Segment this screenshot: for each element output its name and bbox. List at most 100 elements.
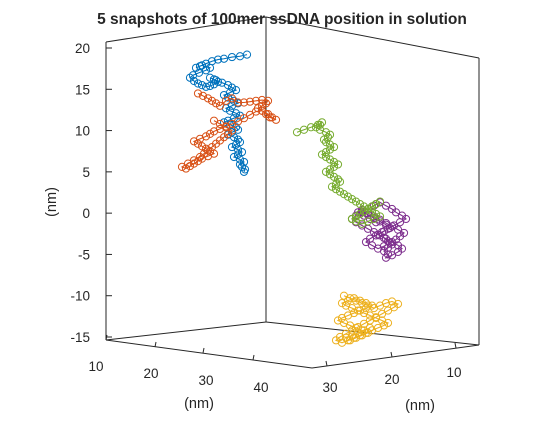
data-point (329, 162, 339, 172)
data-point (371, 199, 381, 209)
data-point (379, 321, 389, 330)
data-point (367, 207, 377, 216)
y-tick-label: 30 (322, 380, 337, 395)
data-point (371, 209, 381, 219)
data-point (209, 127, 219, 136)
axes-box (105, 16, 480, 369)
data-point (321, 167, 331, 176)
x-tick-label: 40 (253, 380, 268, 395)
y-tick-label: 20 (384, 372, 399, 387)
data-point (325, 145, 335, 154)
data-point (351, 197, 361, 206)
data-point (333, 175, 343, 184)
series-1 (177, 89, 281, 173)
z-tick-label: 10 (75, 124, 90, 139)
data-point (201, 82, 211, 91)
data-point (209, 116, 219, 125)
data-point (347, 214, 357, 224)
series-line (296, 121, 382, 225)
x-tick-label: 10 (88, 359, 103, 374)
data-point (231, 140, 241, 149)
series-3 (347, 198, 411, 262)
data-point (335, 177, 345, 186)
data-point (321, 147, 331, 157)
data-point (337, 313, 347, 323)
data-point (323, 133, 333, 142)
chart-title: 5 snapshots of 100mer ssDNA position in … (97, 11, 467, 28)
data-point (257, 106, 267, 115)
data-point (315, 120, 325, 129)
data-point (381, 299, 391, 308)
series-line (189, 54, 248, 173)
data-point (227, 94, 237, 103)
z-tick-label: 0 (82, 206, 90, 221)
data-point (193, 139, 203, 148)
data-point (351, 217, 361, 226)
data-point (351, 212, 361, 221)
data-point (329, 172, 339, 181)
data-point (321, 128, 331, 137)
data-point (325, 140, 335, 149)
data-point (292, 128, 302, 137)
data-point (325, 155, 335, 164)
data-point (233, 150, 243, 159)
data-point (325, 165, 335, 174)
x-tick-mark (105, 334, 108, 341)
data-point (203, 94, 213, 103)
data-point (193, 157, 203, 166)
box-top-left-edge (105, 16, 267, 43)
y-ticks: 30 20 10 (322, 342, 462, 395)
data-point (233, 135, 243, 144)
axis-y-front (311, 344, 480, 369)
data-point (331, 180, 341, 189)
axis-x-front (105, 339, 313, 369)
data-point (359, 207, 369, 216)
data-point (345, 336, 355, 345)
data-point (213, 55, 223, 64)
data-point (223, 81, 233, 90)
data-point (261, 99, 271, 108)
data-point (227, 83, 237, 92)
y-tick-mark (325, 360, 328, 367)
x-tick-mark (252, 354, 255, 361)
z-tick-label: 5 (82, 165, 90, 180)
data-point (363, 204, 373, 214)
data-point (209, 80, 219, 89)
data-point (325, 170, 335, 179)
data-point (189, 137, 199, 146)
data-point (229, 96, 239, 105)
data-point (341, 301, 351, 310)
data-point (189, 76, 199, 86)
data-point (239, 167, 249, 176)
data-point (333, 160, 343, 169)
x-axis-label: (nm) (184, 396, 214, 412)
box-top-right-edge (265, 16, 480, 59)
data-point (251, 96, 261, 105)
data-point (339, 190, 349, 199)
data-point (197, 81, 207, 90)
data-point (321, 152, 331, 162)
series-4 (292, 118, 385, 228)
data-point (331, 185, 341, 194)
data-point (237, 147, 247, 157)
z-ticks: 20 15 10 5 0 -5 -10 -15 (70, 41, 112, 345)
data-point (231, 109, 241, 118)
data-point (317, 150, 327, 159)
data-point (329, 157, 339, 167)
data-point (197, 142, 207, 151)
data-point (181, 164, 191, 173)
data-point (263, 96, 273, 105)
data-point (207, 96, 217, 105)
data-point (235, 138, 245, 147)
data-point (343, 192, 353, 201)
data-point (325, 130, 335, 139)
data-point (335, 187, 345, 196)
y-tick-mark (454, 342, 457, 349)
data-point (205, 63, 215, 72)
data-point (201, 144, 211, 153)
data-point (327, 182, 337, 191)
data-point (329, 142, 339, 152)
z-tick-label: -15 (70, 330, 90, 345)
data-point (215, 101, 225, 110)
